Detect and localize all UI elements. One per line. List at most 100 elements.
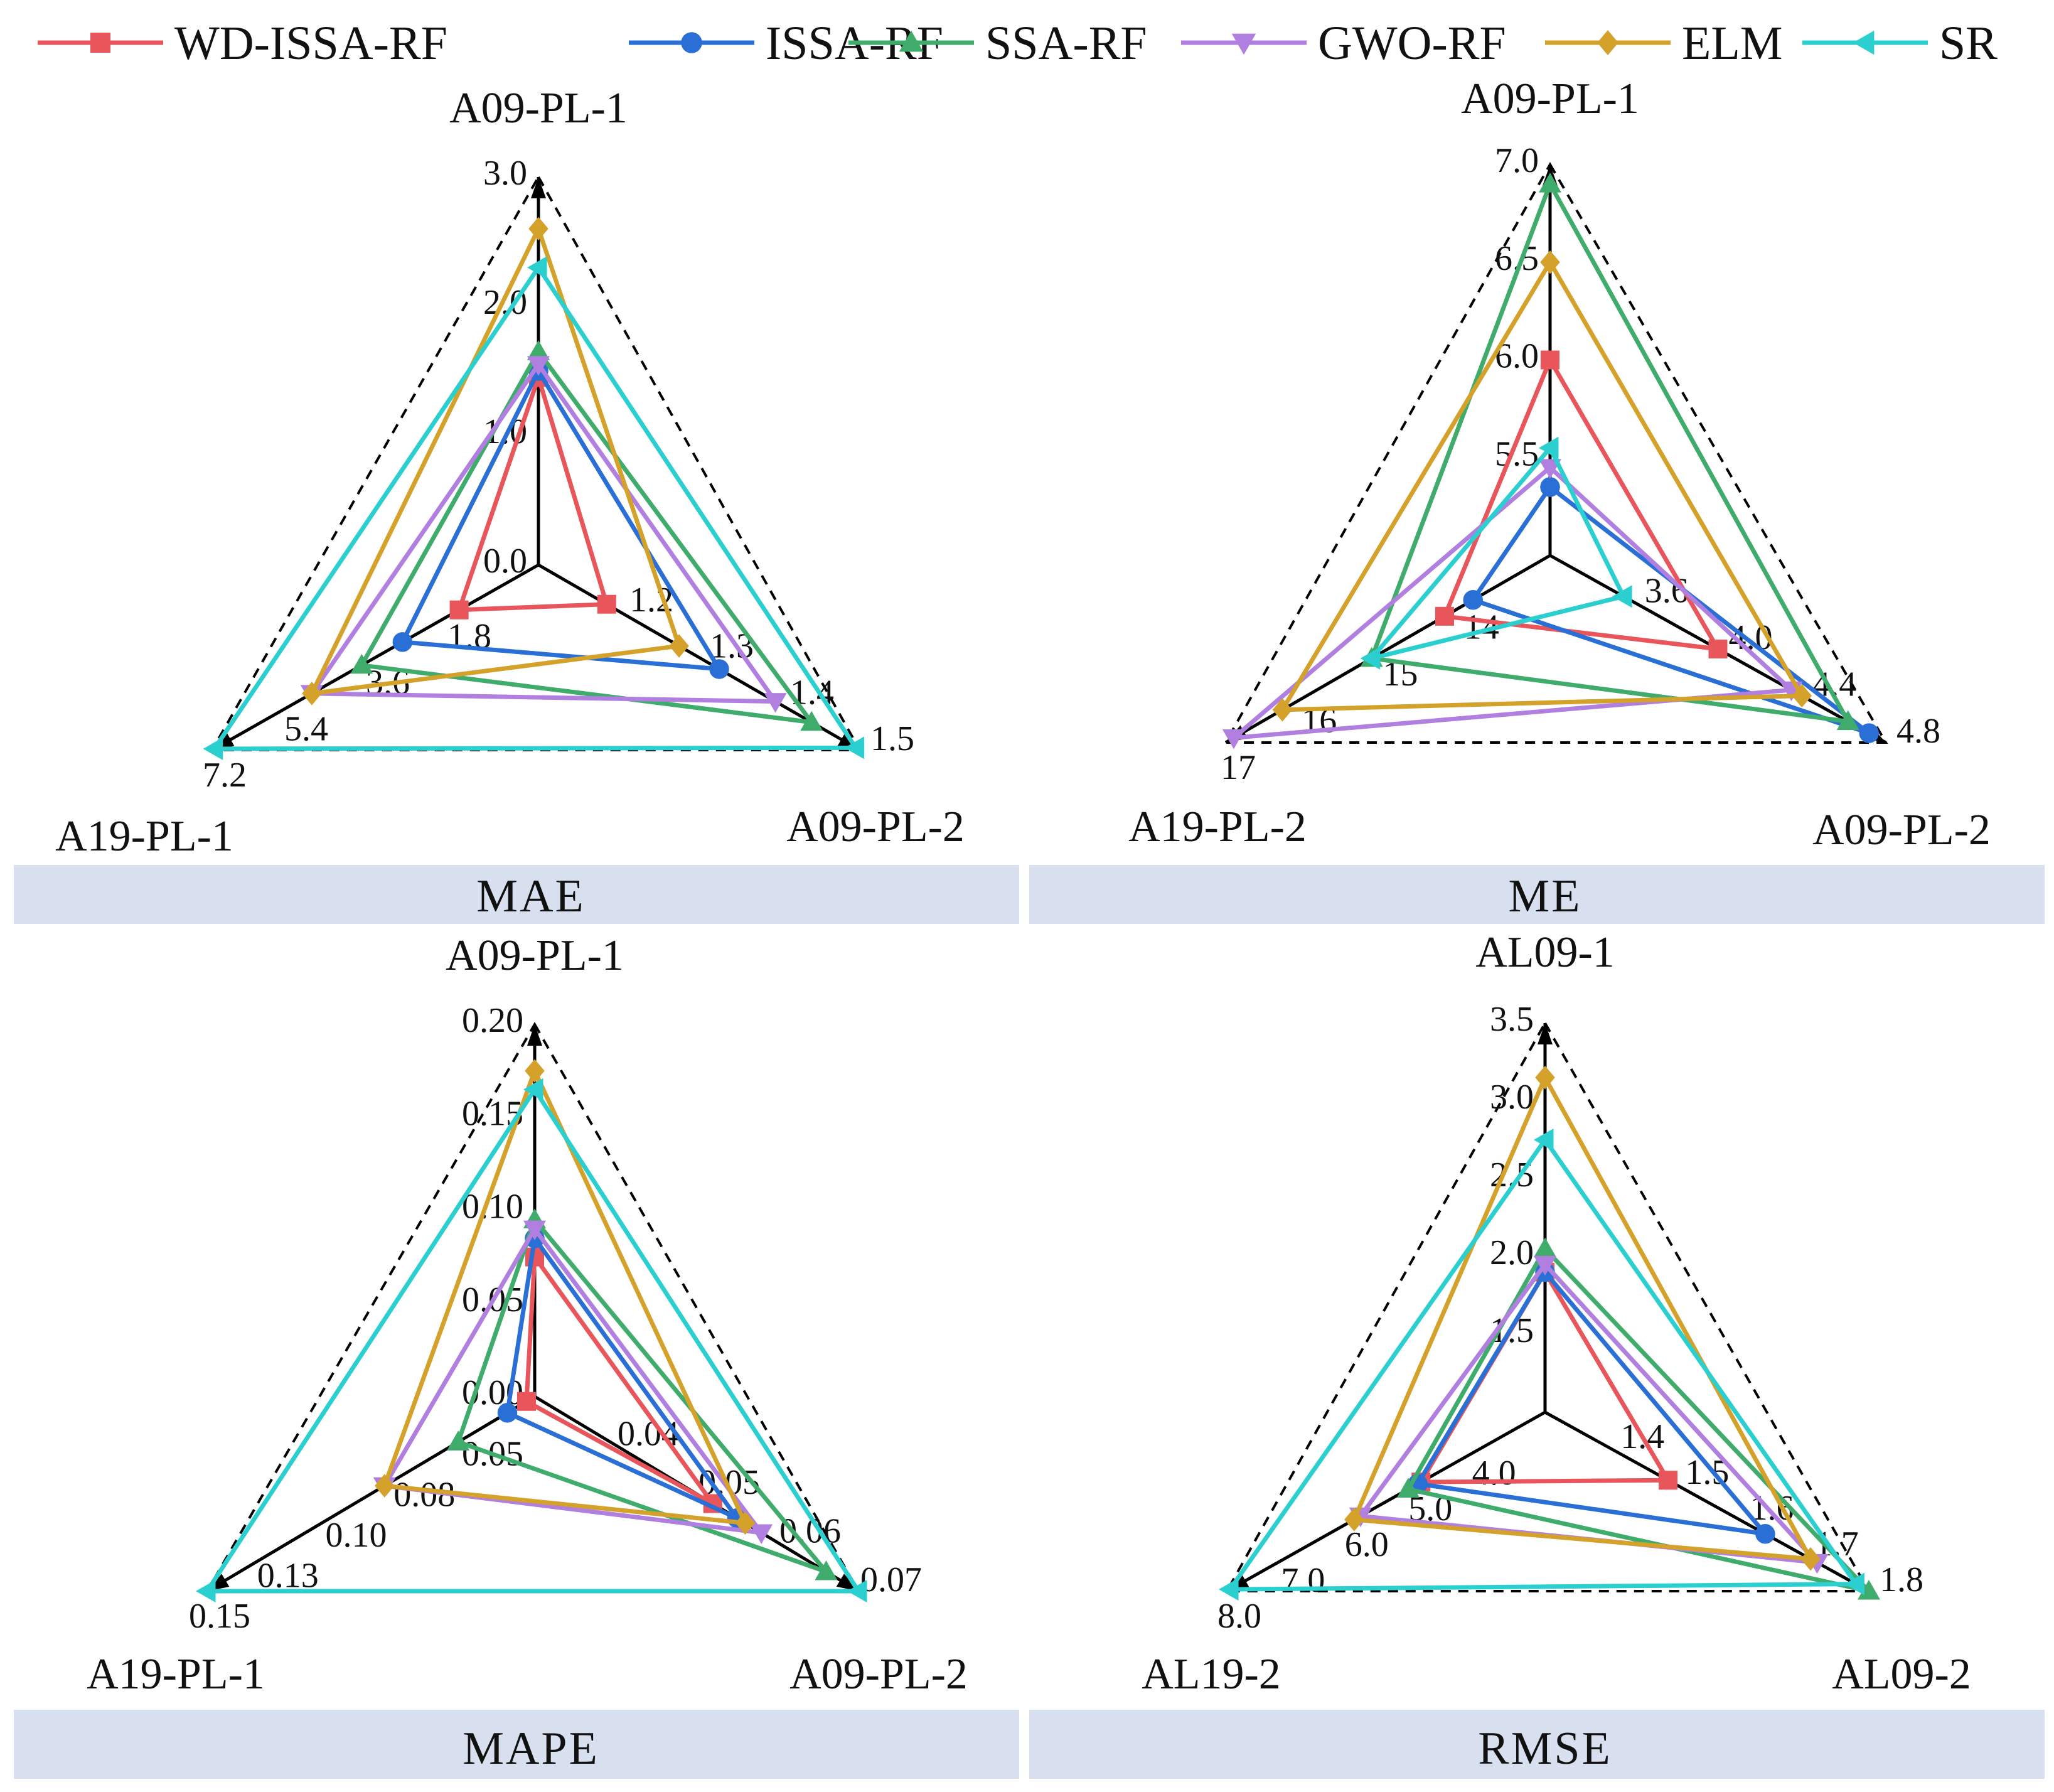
mae-tick-a09-pl-1-0: 0.0: [483, 542, 527, 581]
mae-point-elm-a09-pl-2: [669, 634, 689, 658]
me-series-ssa-rf: [1369, 181, 1851, 724]
me-point-wd-issa-rf-a09-pl-1: [1541, 350, 1559, 370]
mape-point-sr-a09-pl-1: [523, 1078, 543, 1101]
mape-tick-a19-pl-1-3: 0.13: [257, 1556, 319, 1595]
mape-axis-arrow-1: [527, 1024, 542, 1046]
mape-point-ssa-rf-a19-pl-1: [447, 1430, 470, 1451]
mape-point-issa-rf-a19-pl-1: [497, 1403, 518, 1423]
mae-axis-label-a19-pl-1: A19-PL-1: [55, 812, 233, 861]
band-mae: [14, 865, 1019, 924]
rmse-tick-al09-1-1: 2.0: [1490, 1233, 1534, 1272]
mae-axis-label-a09-pl-2: A09-PL-2: [786, 803, 965, 851]
rmse-tick-al09-1-3: 3.0: [1490, 1078, 1534, 1117]
me-axis-label-a09-pl-1: A09-PL-1: [1461, 75, 1639, 123]
mae-tick-a09-pl-1-3: 3.0: [483, 154, 527, 193]
mae-axis-a19-pl-1: [211, 563, 540, 752]
mae-series-ssa-rf: [359, 349, 814, 725]
legend-label-ssa-rf: SSA-RF: [985, 17, 1147, 70]
me-point-elm-a19-pl-2: [1272, 698, 1293, 722]
me-point-elm-a09-pl-1: [1540, 250, 1560, 274]
mae-point-sr-a09-pl-1: [527, 256, 547, 279]
chart-title-mape: MAPE: [463, 1723, 599, 1774]
mape-series-gwo-rf: [382, 1226, 764, 1535]
legend-label-gwo-rf: GWO-RF: [1318, 17, 1506, 70]
rmse-tick-al19-2-2: 6.0: [1345, 1525, 1389, 1564]
me-series-elm: [1280, 260, 1804, 712]
me-axis-label-a09-pl-2: A09-PL-2: [1812, 806, 1991, 854]
rmse-axis-label-al19-2: AL19-2: [1142, 1650, 1281, 1698]
mape-point-ssa-rf-a09-pl-2: [815, 1560, 838, 1580]
mape-axis-label-a09-pl-2: A09-PL-2: [789, 1650, 968, 1698]
rmse-point-elm-al19-2: [1344, 1508, 1364, 1532]
rmse-point-ssa-rf-al09-1: [1534, 1237, 1556, 1258]
mape-axis-arrow-2: [836, 1574, 859, 1591]
mae-tick-a19-pl-1-2: 5.4: [284, 709, 328, 748]
me-tick-a19-pl-2-3: 17: [1221, 748, 1256, 787]
me-point-issa-rf-a09-pl-2: [1859, 723, 1879, 743]
chart-title-mae: MAE: [476, 871, 585, 922]
mae-point-sr-a09-pl-2: [844, 736, 865, 759]
me-point-wd-issa-rf-a19-pl-2: [1435, 606, 1454, 626]
rmse-point-elm-al09-1: [1535, 1066, 1555, 1090]
rmse-series-issa-rf: [1415, 1270, 1768, 1537]
rmse-point-elm-al09-2: [1800, 1547, 1821, 1571]
rmse-tick-al19-2-4: 8.0: [1217, 1597, 1261, 1636]
mae-point-ssa-rf-a19-pl-1: [350, 653, 373, 674]
rmse-tick-al09-2-4: 1.8: [1880, 1560, 1923, 1599]
mae-point-issa-rf-a09-pl-2: [709, 659, 729, 679]
rmse-axis-label-al09-2: AL09-2: [1832, 1650, 1971, 1698]
me-outer-frame: [1223, 161, 1888, 744]
legend-marker-sr: [1853, 30, 1875, 55]
me-point-elm-a09-pl-2: [1792, 684, 1812, 708]
mae-point-gwo-rf-a09-pl-2: [764, 693, 787, 713]
mae-point-wd-issa-rf-a09-pl-2: [597, 594, 616, 614]
chart-title-rmse: RMSE: [1478, 1723, 1612, 1774]
me-series-gwo-rf: [1231, 465, 1794, 741]
mae-point-sr-a19-pl-1: [203, 737, 223, 760]
mae-point-ssa-rf-a09-pl-1: [527, 340, 550, 360]
rmse-series-ssa-rf: [1406, 1247, 1871, 1594]
legend-marker-wd-issa-rf: [90, 33, 110, 53]
mae-series-wd-issa-rf: [457, 375, 609, 613]
rmse-point-gwo-rf-al09-1: [1534, 1255, 1556, 1276]
rmse-point-ssa-rf-al09-2: [1858, 1580, 1880, 1600]
legend: WD-ISSA-RF ISSA-RF SSA-RF GWO-RF ELM SR: [38, 17, 1998, 70]
band-me: [1029, 865, 2045, 924]
mae-series-issa-rf: [400, 368, 722, 672]
me-point-sr-a19-pl-2: [1360, 647, 1381, 670]
rmse-tick-al09-1-4: 3.5: [1490, 1000, 1534, 1039]
mae-tick-a19-pl-1-3: 7.2: [203, 756, 247, 795]
me-point-issa-rf-a19-pl-2: [1463, 590, 1483, 610]
mape-series-wd-issa-rf: [524, 1255, 715, 1506]
mape-tick-a09-pl-1-2: 0.10: [462, 1188, 523, 1226]
mape-point-wd-issa-rf-a19-pl-1: [516, 1392, 536, 1411]
mape-point-gwo-rf-a09-pl-2: [750, 1524, 773, 1544]
mae-point-gwo-rf-a09-pl-1: [527, 356, 550, 376]
legend-marker-gwo-rf: [1231, 33, 1256, 55]
me-tick-a09-pl-2-3: 4.8: [1896, 712, 1940, 751]
me-point-sr-a09-pl-2: [1612, 585, 1632, 608]
me-point-wd-issa-rf-a09-pl-2: [1708, 640, 1728, 658]
mae-series-gwo-rf: [309, 362, 778, 704]
mae-series-elm: [309, 226, 682, 696]
rmse-tick-al19-2-0: 4.0: [1472, 1454, 1516, 1493]
mape-tick-a19-pl-1-2: 0.10: [326, 1516, 387, 1555]
mae-point-issa-rf-a19-pl-1: [392, 632, 413, 652]
legend-label-elm: ELM: [1682, 17, 1782, 70]
legend-label-sr: SR: [1939, 17, 1998, 70]
radar-chart-rmse: 1.52.02.53.03.51.41.51.61.71.84.05.06.07…: [1142, 928, 1971, 1698]
rmse-point-sr-al09-1: [1534, 1129, 1554, 1151]
mape-tick-a09-pl-1-4: 0.20: [462, 1001, 523, 1040]
legend-marker-issa-rf: [681, 32, 702, 53]
mae-point-ssa-rf-a09-pl-2: [800, 711, 823, 731]
mae-point-elm-a19-pl-1: [302, 682, 322, 706]
rmse-series-elm: [1352, 1075, 1813, 1562]
mae-point-elm-a09-pl-1: [528, 217, 548, 241]
mae-outer-frame: [210, 174, 862, 751]
radar-chart-mae: 0.01.02.03.01.21.31.41.51.83.65.47.2A09-…: [55, 84, 965, 861]
me-series-issa-rf: [1470, 485, 1871, 736]
mape-series-issa-rf: [505, 1236, 739, 1521]
mae-axis-a09-pl-2: [537, 563, 861, 752]
me-tick-a09-pl-1-3: 7.0: [1495, 141, 1539, 180]
